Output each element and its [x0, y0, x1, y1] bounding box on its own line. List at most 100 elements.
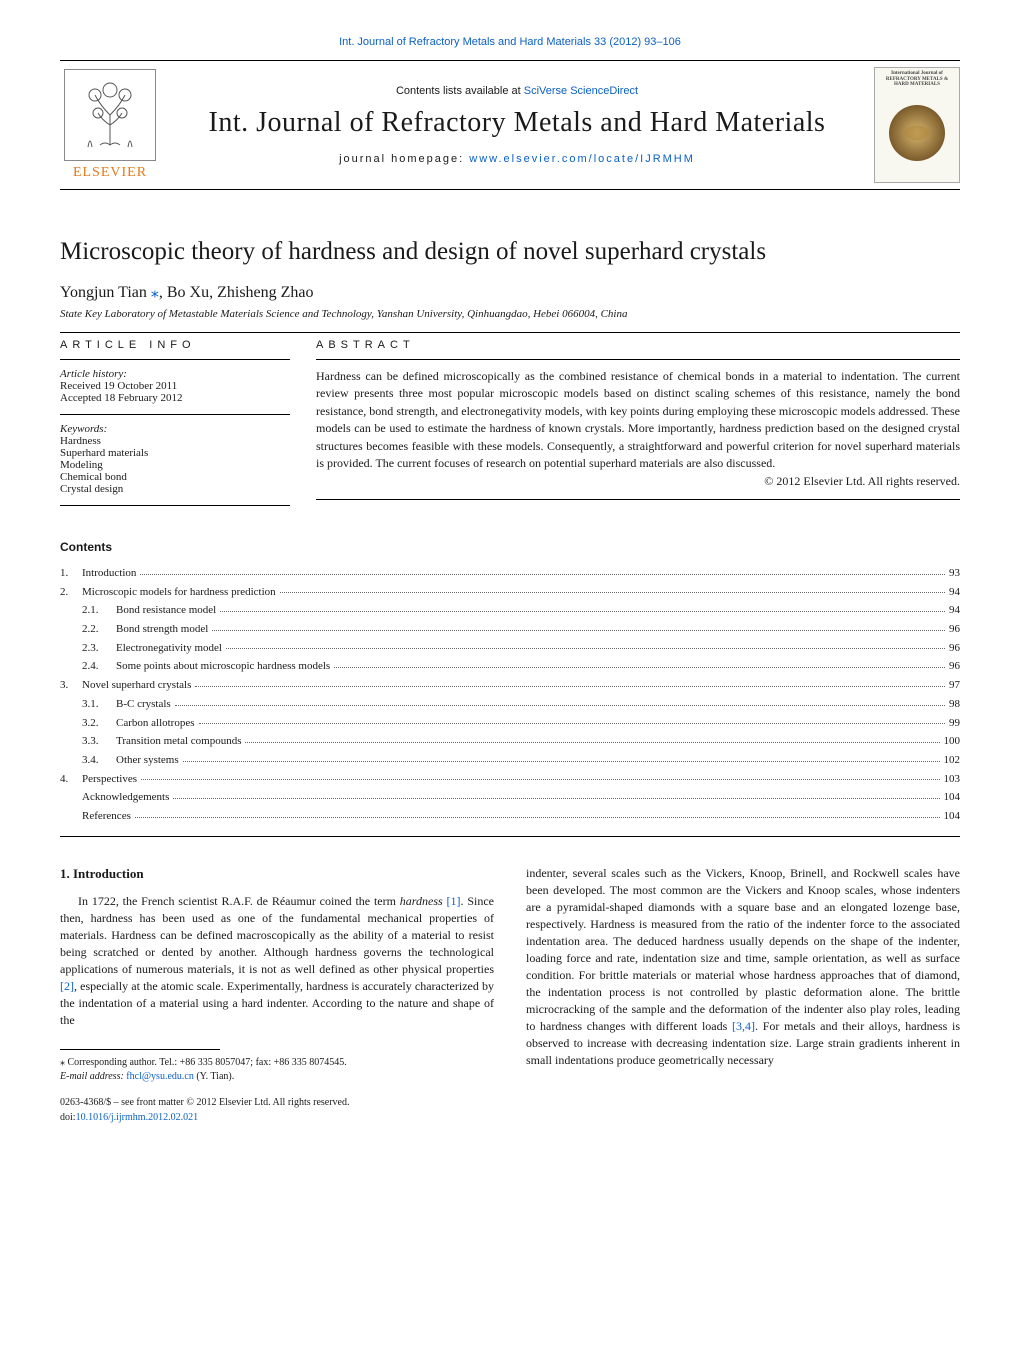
author-primary: Yongjun Tian: [60, 284, 151, 301]
toc-row: References 104: [60, 807, 960, 826]
toc-page: 103: [944, 770, 961, 789]
homepage-link[interactable]: www.elsevier.com/locate/IJRMHM: [469, 153, 695, 165]
toc-subnumber: 2.2.: [82, 620, 116, 639]
toc-page: 94: [949, 583, 960, 602]
info-rule-2: [60, 414, 290, 415]
toc-leader-dots: [245, 728, 939, 743]
toc-subnumber: 3.3.: [82, 732, 116, 751]
keyword-item: Hardness: [60, 435, 290, 447]
masthead: ELSEVIER Contents lists available at Sci…: [60, 60, 960, 183]
toc-leader-dots: [173, 784, 939, 799]
toc-label: Electronegativity model: [116, 639, 222, 658]
article-info-head: ARTICLE INFO: [60, 339, 290, 351]
corr-author-line: ⁎ Corresponding author. Tel.: +86 335 80…: [60, 1056, 494, 1070]
homepage-prefix: journal homepage:: [339, 153, 469, 165]
corresponding-mark-link[interactable]: ⁎: [151, 284, 159, 301]
toc-subnumber: 3.2.: [82, 714, 116, 733]
cover-image-icon: [882, 88, 952, 180]
toc-page: 99: [949, 714, 960, 733]
journal-cover: International Journal of REFRACTORY META…: [874, 67, 960, 183]
intro-paragraph-left: In 1722, the French scientist R.A.F. de …: [60, 893, 494, 1029]
contents-head: Contents: [60, 540, 960, 554]
keyword-item: Crystal design: [60, 483, 290, 495]
toc-number: 2.: [60, 583, 82, 602]
affiliation: State Key Laboratory of Metastable Mater…: [60, 308, 960, 320]
toc-leader-dots: [141, 766, 940, 781]
toc-number: 4.: [60, 770, 82, 789]
toc-number: [60, 807, 82, 826]
toc-label: Introduction: [82, 564, 136, 583]
rule-above-info: [60, 332, 960, 333]
masthead-center: Contents lists available at SciVerse Sci…: [178, 85, 856, 165]
author-list: Yongjun Tian ⁎, Bo Xu, Zhisheng Zhao: [60, 282, 960, 302]
toc-label: References: [82, 807, 131, 826]
toc-subnumber: 3.1.: [82, 695, 116, 714]
toc-label: Bond resistance model: [116, 601, 216, 620]
history-accepted: Accepted 18 February 2012: [60, 392, 290, 404]
toc-number: 1.: [60, 564, 82, 583]
toc-page: 102: [944, 751, 961, 770]
abstract-head: ABSTRACT: [316, 339, 960, 351]
corresponding-footnote: ⁎ Corresponding author. Tel.: +86 335 80…: [60, 1056, 494, 1084]
rule-below-toc: [60, 836, 960, 837]
masthead-rule: [60, 189, 960, 190]
email-link[interactable]: fhcl@ysu.edu.cn: [126, 1071, 194, 1082]
toc-leader-dots: [175, 691, 945, 706]
ref-link-2[interactable]: [2]: [60, 979, 74, 993]
abstract-rule-bottom: [316, 499, 960, 500]
article-title: Microscopic theory of hardness and desig…: [60, 238, 960, 266]
toc-leader-dots: [140, 560, 945, 575]
body-column-right: indenter, several scales such as the Vic…: [526, 865, 960, 1125]
toc-leader-dots: [199, 710, 945, 725]
intro-text: indenter, several scales such as the Vic…: [526, 866, 960, 1033]
toc-leader-dots: [220, 597, 945, 612]
toc-page: 100: [944, 732, 961, 751]
front-matter-line: 0263-4368/$ – see front matter © 2012 El…: [60, 1096, 494, 1110]
keyword-item: Superhard materials: [60, 447, 290, 459]
elsevier-wordmark: ELSEVIER: [73, 165, 147, 181]
email-label: E-mail address:: [60, 1071, 124, 1082]
toc-page: 97: [949, 676, 960, 695]
footnote-rule: [60, 1049, 220, 1050]
table-of-contents: 1.Introduction932.Microscopic models for…: [60, 564, 960, 826]
doi-label: doi:: [60, 1112, 76, 1123]
toc-subnumber: 3.4.: [82, 751, 116, 770]
info-rule-1: [60, 359, 290, 360]
publisher-logo: ELSEVIER: [60, 69, 160, 181]
toc-leader-dots: [135, 803, 940, 818]
sciencedirect-link[interactable]: SciVerse ScienceDirect: [524, 85, 638, 97]
info-rule-3: [60, 505, 290, 506]
intro-text: In 1722, the French scientist R.A.F. de …: [78, 894, 400, 908]
toc-page: 93: [949, 564, 960, 583]
top-citation-link[interactable]: Int. Journal of Refractory Metals and Ha…: [339, 36, 681, 48]
intro-text: , especially at the atomic scale. Experi…: [60, 979, 494, 1027]
ref-link-34[interactable]: [3,4]: [732, 1019, 755, 1033]
contents-prefix: Contents lists available at: [396, 85, 524, 97]
toc-subnumber: 2.4.: [82, 657, 116, 676]
abstract-rule-top: [316, 359, 960, 360]
toc-page: 96: [949, 620, 960, 639]
toc-leader-dots: [280, 579, 945, 594]
doi-link[interactable]: 10.1016/j.ijrmhm.2012.02.021: [76, 1112, 199, 1123]
keyword-item: Chemical bond: [60, 471, 290, 483]
toc-page: 94: [949, 601, 960, 620]
keywords-label: Keywords:: [60, 423, 290, 435]
cover-title: International Journal of REFRACTORY META…: [878, 71, 956, 88]
toc-leader-dots: [212, 616, 945, 631]
article-history: Article history: Received 19 October 201…: [60, 368, 290, 404]
journal-homepage: journal homepage: www.elsevier.com/locat…: [339, 153, 695, 165]
history-received: Received 19 October 2011: [60, 380, 290, 392]
toc-subnumber: 2.1.: [82, 601, 116, 620]
email-attribution: (Y. Tian).: [196, 1071, 234, 1082]
toc-number: 3.: [60, 676, 82, 695]
toc-label: Carbon allotropes: [116, 714, 195, 733]
toc-leader-dots: [226, 635, 945, 650]
article-info: ARTICLE INFO Article history: Received 1…: [60, 339, 290, 514]
toc-leader-dots: [195, 672, 945, 687]
toc-page: 104: [944, 807, 961, 826]
toc-label: Bond strength model: [116, 620, 208, 639]
authors-rest: , Bo Xu, Zhisheng Zhao: [159, 284, 314, 301]
abstract: ABSTRACT Hardness can be defined microsc…: [316, 339, 960, 514]
ref-link-1[interactable]: [1]: [447, 894, 461, 908]
journal-title: Int. Journal of Refractory Metals and Ha…: [209, 107, 826, 139]
